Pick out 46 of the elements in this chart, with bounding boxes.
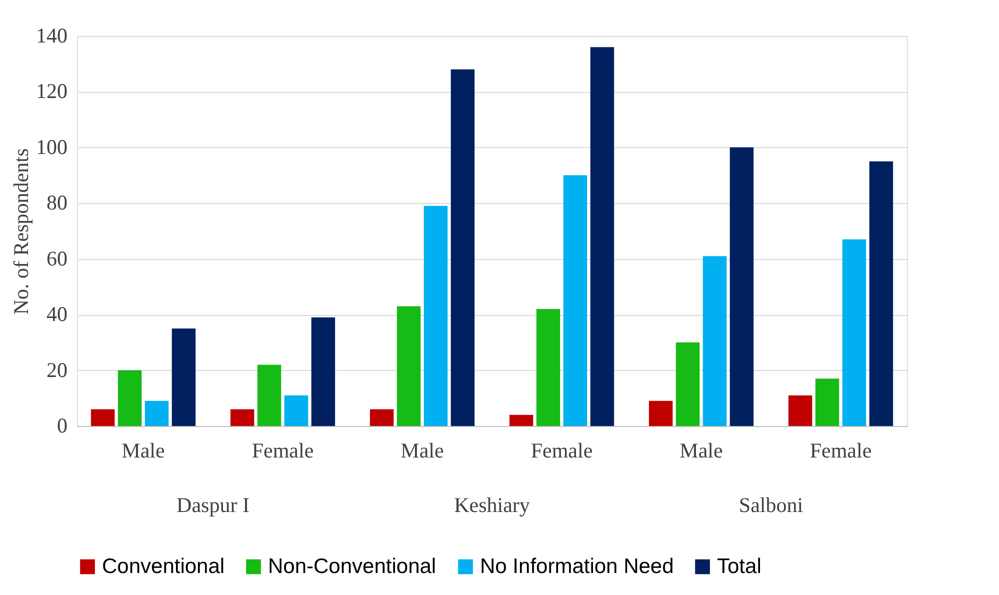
y-tick-label: 20 <box>46 358 68 382</box>
bar <box>815 378 840 426</box>
bar <box>172 328 196 426</box>
x-tick-label: Female <box>810 438 872 462</box>
bar <box>788 395 812 426</box>
legend-label: Non-Conventional <box>268 554 436 578</box>
bar <box>869 161 894 426</box>
bar <box>676 342 700 426</box>
bar <box>118 370 142 426</box>
legend-label: No Information Need <box>480 554 674 578</box>
bar <box>563 175 588 426</box>
bar <box>284 395 308 426</box>
legend-label: Conventional <box>102 554 225 578</box>
y-tick-label: 0 <box>57 414 68 438</box>
bar <box>144 400 169 426</box>
bar <box>702 256 727 426</box>
y-tick-label: 40 <box>46 302 68 326</box>
x-tick-label: Male <box>122 438 165 462</box>
x-tick-label: Male <box>680 438 723 462</box>
y-tick-label: 140 <box>36 24 68 48</box>
bar <box>257 364 282 426</box>
bar <box>509 414 534 426</box>
x-tick-label: Male <box>400 438 444 462</box>
bar <box>230 409 254 426</box>
text: Keshiary <box>454 493 530 517</box>
bar <box>370 409 394 426</box>
bar <box>590 47 614 426</box>
bar <box>396 306 421 426</box>
x-tick-label: Female <box>530 438 593 462</box>
y-tick-label: 80 <box>46 190 68 215</box>
bar <box>730 147 754 426</box>
y-tick-label: 60 <box>46 246 68 270</box>
bar <box>450 69 475 426</box>
legend-label: Total <box>717 554 762 578</box>
bar <box>536 309 560 426</box>
bar <box>90 409 115 426</box>
y-tick-label: 100 <box>36 134 68 159</box>
y-axis-title: No. of Respondents <box>9 148 33 315</box>
text: Salboni <box>738 493 804 517</box>
x-tick-label: Female <box>252 438 314 462</box>
bar <box>842 239 866 426</box>
text: Daspur I <box>176 493 250 517</box>
y-tick-label: 120 <box>36 79 68 104</box>
bar <box>424 206 448 426</box>
bar <box>648 400 673 426</box>
bar <box>311 317 336 426</box>
